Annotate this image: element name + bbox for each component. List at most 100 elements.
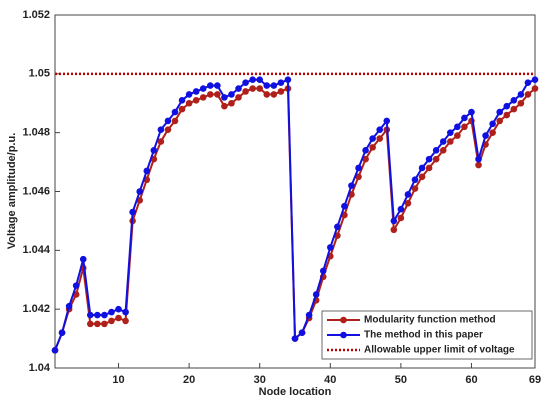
data-point	[461, 114, 468, 122]
data-point	[369, 144, 376, 151]
data-point	[206, 91, 214, 98]
data-point	[249, 85, 256, 92]
data-point	[319, 267, 327, 275]
data-point	[411, 176, 419, 184]
data-point	[122, 308, 129, 316]
data-point	[228, 91, 235, 98]
data-point	[235, 85, 242, 92]
data-point	[79, 255, 87, 263]
data-point	[404, 191, 412, 198]
y-tick-label: 1.044	[22, 244, 50, 256]
data-point	[242, 79, 249, 86]
data-point	[284, 76, 292, 84]
data-point	[136, 188, 144, 195]
y-tick-label: 1.052	[22, 9, 50, 21]
data-point	[94, 320, 101, 328]
data-point	[461, 123, 468, 131]
data-point	[334, 223, 341, 231]
data-point	[277, 79, 285, 86]
data-point	[214, 91, 221, 98]
data-point	[475, 155, 482, 163]
data-point	[348, 182, 355, 189]
data-point	[129, 208, 136, 216]
data-point	[256, 76, 264, 84]
data-point	[270, 91, 278, 98]
x-tick-label: 69	[529, 374, 541, 386]
data-point	[171, 117, 179, 125]
data-point	[94, 311, 101, 319]
data-point	[482, 132, 489, 139]
data-point	[454, 132, 461, 139]
data-point	[214, 82, 221, 89]
x-tick-label: 10	[112, 374, 124, 386]
data-point	[291, 335, 299, 342]
data-point	[503, 102, 511, 110]
data-point	[192, 97, 200, 104]
data-point	[263, 82, 271, 89]
data-point	[383, 117, 391, 125]
data-point	[397, 205, 405, 213]
data-point	[249, 76, 256, 84]
data-point	[178, 97, 186, 104]
data-point	[454, 123, 461, 131]
data-point	[411, 185, 419, 192]
data-point	[157, 138, 165, 145]
data-point	[221, 102, 228, 110]
data-point	[263, 91, 271, 98]
data-point	[517, 99, 525, 107]
data-point	[418, 173, 426, 181]
data-point	[418, 164, 426, 172]
data-point	[432, 147, 440, 154]
data-point	[115, 305, 122, 313]
data-point	[355, 173, 362, 181]
data-point	[446, 129, 454, 136]
y-tick-label: 1.05	[29, 68, 50, 80]
data-point	[51, 347, 59, 354]
data-point	[404, 199, 412, 207]
legend-label: The method in this paper	[364, 330, 483, 341]
data-point	[496, 108, 504, 116]
data-point	[101, 320, 108, 328]
data-point	[524, 79, 532, 86]
data-point	[390, 217, 398, 225]
data-point	[108, 317, 115, 325]
y-tick-label: 1.04	[29, 362, 51, 374]
data-point	[376, 126, 384, 134]
data-point	[206, 82, 214, 89]
data-point	[72, 282, 80, 289]
data-point	[510, 105, 518, 113]
data-point	[185, 91, 193, 98]
legend-label: Allowable upper limit of voltage	[364, 345, 515, 356]
data-point	[312, 291, 320, 298]
data-point	[326, 244, 334, 251]
data-point	[150, 147, 158, 154]
y-axis-label: Voltage amplitude/p.u.	[6, 133, 18, 250]
data-point	[531, 85, 539, 92]
data-point	[164, 126, 172, 134]
data-point	[143, 167, 151, 175]
data-point	[270, 82, 278, 89]
data-point	[108, 308, 115, 316]
data-point	[425, 164, 433, 172]
data-point	[531, 76, 539, 84]
data-point	[298, 329, 306, 337]
data-point	[489, 129, 496, 136]
data-point	[439, 138, 447, 145]
data-point	[221, 94, 228, 101]
data-point	[397, 214, 405, 222]
data-point	[425, 155, 433, 163]
x-axis-label: Node location	[259, 386, 332, 398]
data-point	[157, 126, 165, 134]
data-point	[178, 105, 186, 113]
y-tick-label: 1.046	[22, 185, 50, 197]
data-point	[341, 202, 348, 210]
data-point	[496, 117, 504, 125]
data-point	[277, 88, 285, 95]
data-point	[199, 94, 207, 101]
data-point	[376, 135, 384, 142]
data-point	[65, 302, 73, 310]
data-point	[355, 164, 362, 172]
data-point	[242, 88, 249, 95]
data-point	[256, 85, 264, 92]
